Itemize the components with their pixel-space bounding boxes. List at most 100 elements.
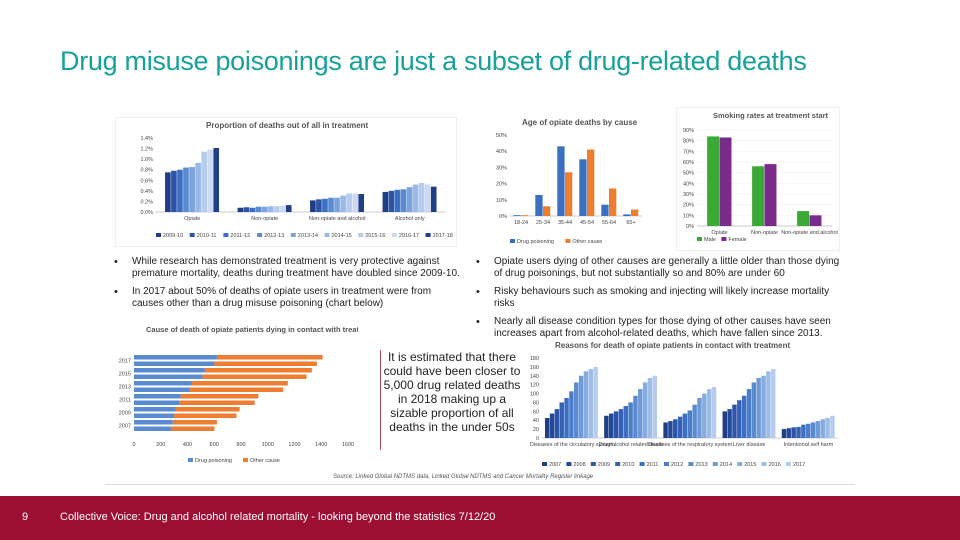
legend-label: 2008 <box>573 462 585 468</box>
x-tick-label: 600 <box>210 442 219 448</box>
bar <box>820 419 825 438</box>
bar <box>273 206 280 212</box>
bar <box>796 426 801 438</box>
bar <box>565 172 573 216</box>
bar <box>613 411 619 438</box>
bar <box>279 205 286 212</box>
y-tick-label: 10% <box>496 198 507 204</box>
y-tick-label: 80 <box>533 400 539 406</box>
legend-label: Female <box>728 237 746 243</box>
bar <box>177 169 183 212</box>
legend-label: 2014 <box>720 462 732 468</box>
bar <box>334 197 340 212</box>
bar <box>189 167 195 212</box>
bar <box>328 197 334 212</box>
x-tick-label: Opiate <box>711 230 727 236</box>
bar <box>623 214 631 216</box>
y-tick-label: 10% <box>683 213 694 219</box>
bar <box>134 407 176 412</box>
bar <box>406 187 413 212</box>
bar <box>310 200 316 212</box>
estimate-callout: It is estimated that there could have be… <box>380 350 523 450</box>
y-tick-label: 120 <box>530 383 539 389</box>
y-tick-label: 50% <box>683 171 694 177</box>
legend-swatch <box>615 462 621 466</box>
bar <box>756 378 761 438</box>
bar <box>770 369 776 438</box>
bar <box>179 400 255 405</box>
bar <box>810 422 816 438</box>
bar <box>549 413 555 438</box>
y-tick-label: 2011 <box>119 398 131 404</box>
y-tick-label: 2007 <box>119 424 131 430</box>
y-tick-label: 0.4% <box>140 189 153 195</box>
bar <box>237 207 244 212</box>
legend-swatch <box>391 233 397 237</box>
legend-label: 2017-18 <box>433 233 453 239</box>
bar <box>583 371 589 438</box>
y-tick-label: 80% <box>683 139 694 145</box>
bar <box>430 186 437 212</box>
y-tick-label: 180 <box>530 356 539 362</box>
bar <box>647 378 653 438</box>
bar <box>358 194 365 212</box>
bar <box>202 374 307 379</box>
legend-label: 2009-10 <box>163 233 183 239</box>
bar <box>609 413 614 438</box>
x-tick-label: Liver disease <box>733 442 765 448</box>
legend-swatch <box>425 233 431 237</box>
bar <box>668 421 673 438</box>
bar <box>631 209 639 216</box>
y-tick-label: 0.6% <box>140 178 153 184</box>
bar <box>722 411 728 438</box>
bar <box>825 418 830 438</box>
y-tick-label: 1.2% <box>140 147 153 153</box>
bar <box>702 393 707 438</box>
bar <box>791 427 796 438</box>
y-tick-label: 140 <box>530 374 539 380</box>
bar <box>535 194 543 216</box>
legend-swatch <box>156 233 161 237</box>
legend-swatch <box>542 462 547 466</box>
bar <box>214 361 317 366</box>
bar <box>134 381 192 386</box>
legend-swatch <box>639 462 645 466</box>
bar <box>267 206 274 212</box>
bar <box>204 368 312 373</box>
bar <box>134 374 203 379</box>
legend-swatch <box>664 462 669 466</box>
bar <box>711 386 717 438</box>
x-tick-label: 18-24 <box>514 220 528 226</box>
y-tick-label: 0.2% <box>140 199 153 205</box>
y-tick-label: 2013 <box>119 385 131 391</box>
y-tick-label: 40% <box>496 149 507 155</box>
bar <box>340 195 346 212</box>
legend-label: 2016-17 <box>399 233 419 239</box>
bar <box>618 409 624 438</box>
bar <box>741 395 747 438</box>
chart-title: Smoking rates at treatment start <box>713 111 829 120</box>
bar <box>609 188 617 216</box>
legend-label: Drug poisoning <box>517 239 554 245</box>
bar <box>719 137 732 226</box>
y-tick-label: 0 <box>536 436 539 442</box>
bar <box>673 419 678 438</box>
x-tick-label: 25-34 <box>536 220 550 226</box>
bar <box>521 215 529 216</box>
bar <box>652 375 658 438</box>
x-tick-label: Non-opiate and alcohol <box>309 216 366 222</box>
x-tick-label: Intentional self harm <box>784 442 834 448</box>
legend-label: 2015-16 <box>365 233 385 239</box>
legend-label: 2016 <box>769 462 781 468</box>
x-tick-label: 1600 <box>342 442 354 448</box>
x-tick-label: 400 <box>183 442 192 448</box>
y-tick-label: 2015 <box>119 372 131 378</box>
footer-bar: 9 Collective Voice: Drug and alcohol rel… <box>0 496 960 540</box>
legend-swatch <box>257 233 263 237</box>
page-number: 9 <box>22 511 29 523</box>
y-tick-label: 70% <box>683 149 694 155</box>
chart-cause-of-death-svg: Cause of death of opiate patients dying … <box>119 325 358 464</box>
source-note: Source: Linked Global NDTMS data, Linked… <box>333 474 594 480</box>
chart-title: Reasons for death of opiate patients in … <box>555 341 790 350</box>
y-tick-label: 40% <box>683 181 694 187</box>
